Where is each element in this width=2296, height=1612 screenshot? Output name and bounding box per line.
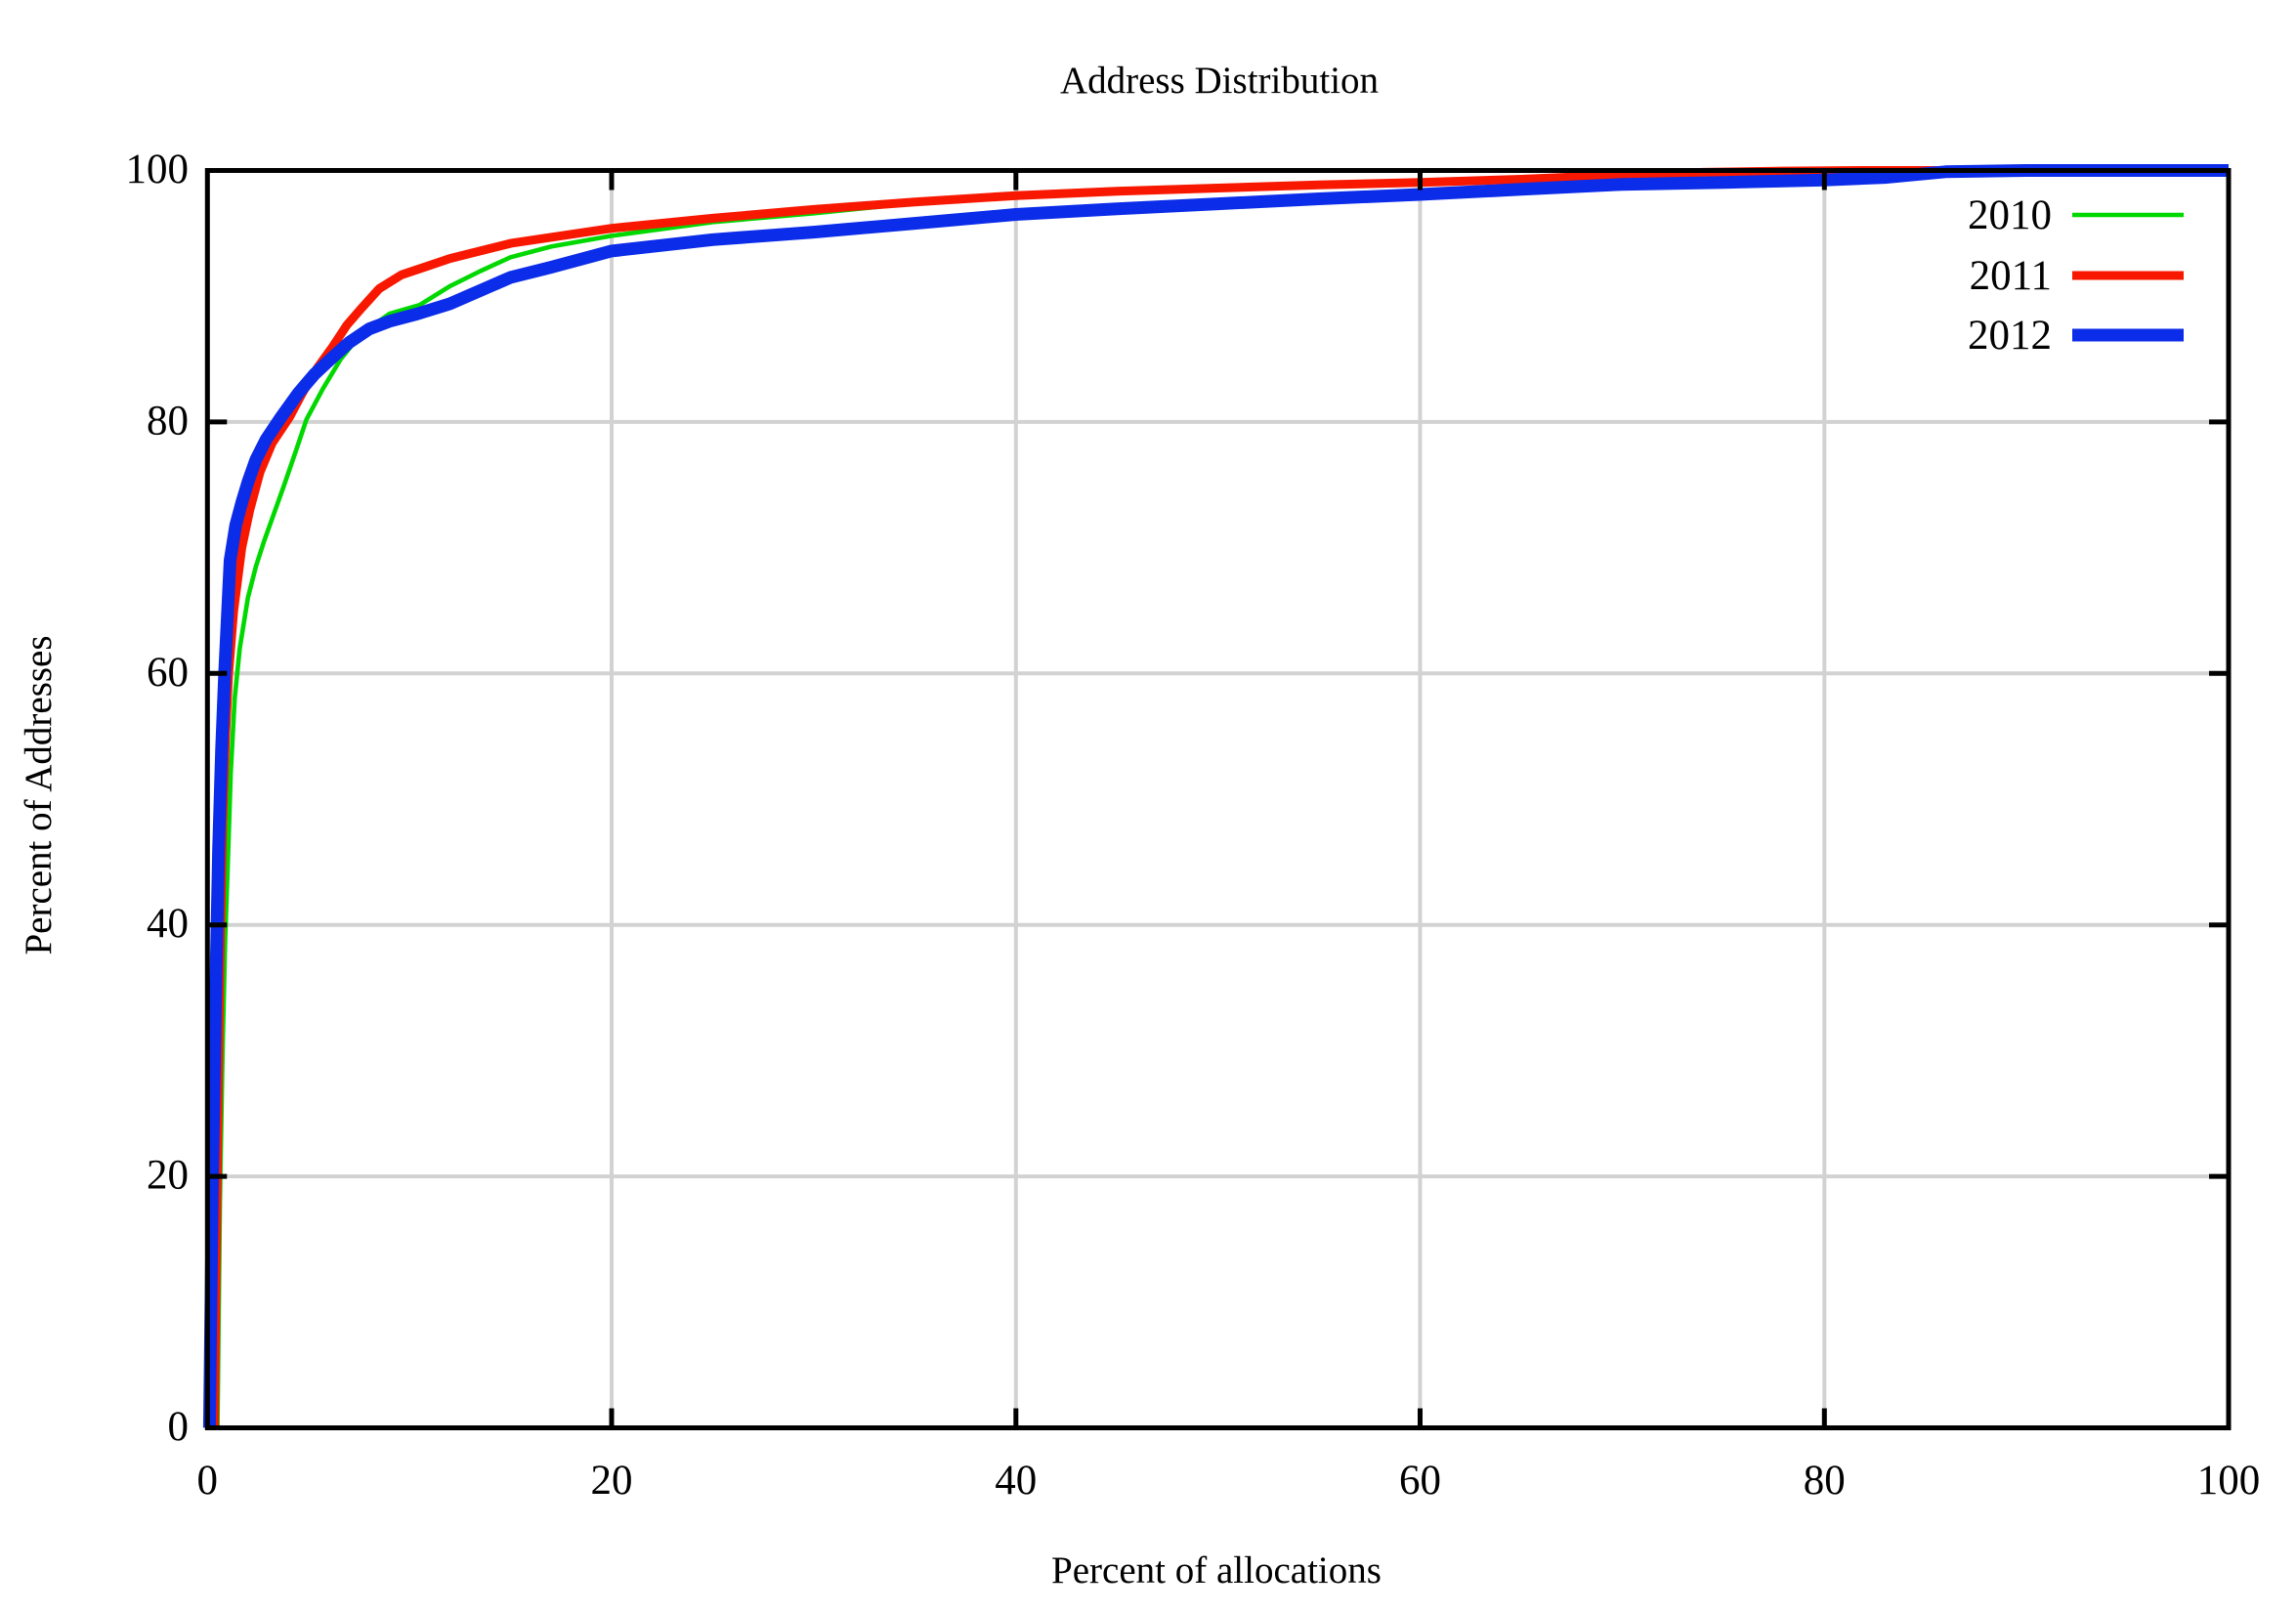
svg-text:Percent of Addresses: Percent of Addresses bbox=[18, 635, 60, 954]
svg-text:40: 40 bbox=[147, 901, 189, 947]
svg-text:Percent of allocations: Percent of allocations bbox=[1051, 1549, 1382, 1591]
svg-text:2011: 2011 bbox=[1970, 253, 2052, 299]
svg-text:100: 100 bbox=[2197, 1458, 2261, 1504]
svg-text:80: 80 bbox=[147, 398, 189, 444]
svg-text:80: 80 bbox=[1804, 1458, 1846, 1504]
svg-text:60: 60 bbox=[1399, 1458, 1441, 1504]
svg-text:100: 100 bbox=[126, 147, 190, 192]
svg-text:0: 0 bbox=[168, 1404, 190, 1450]
svg-text:2010: 2010 bbox=[1968, 192, 2052, 238]
svg-text:0: 0 bbox=[197, 1458, 219, 1504]
svg-text:Address Distribution: Address Distribution bbox=[1060, 60, 1379, 102]
svg-text:60: 60 bbox=[147, 650, 189, 696]
svg-text:20: 20 bbox=[147, 1153, 189, 1199]
svg-text:2012: 2012 bbox=[1968, 313, 2052, 359]
svg-text:40: 40 bbox=[995, 1458, 1037, 1504]
svg-text:20: 20 bbox=[591, 1458, 633, 1504]
